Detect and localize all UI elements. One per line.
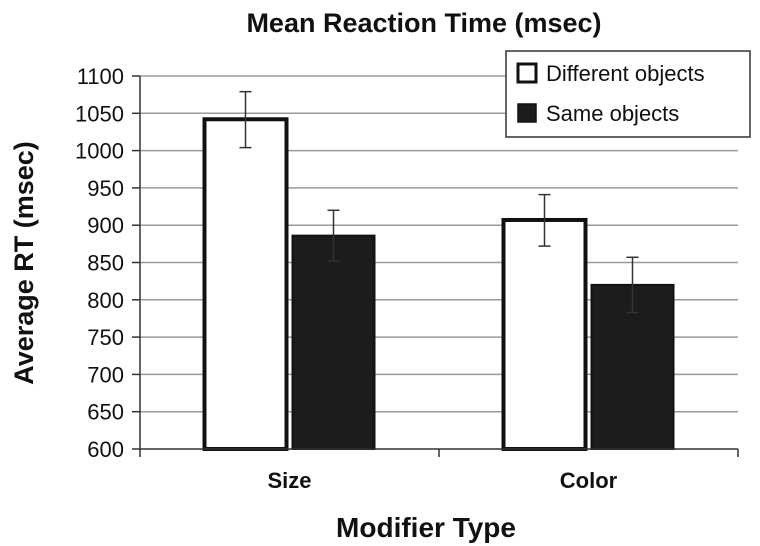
x-axis-label: Modifier Type	[336, 512, 516, 543]
y-tick-label: 1000	[75, 139, 124, 164]
y-tick-label: 600	[87, 437, 124, 462]
bar-same-objects-size	[291, 234, 376, 450]
y-tick-label: 850	[87, 251, 124, 276]
y-tick-label: 800	[87, 288, 124, 313]
y-tick-label: 950	[87, 176, 124, 201]
x-tick-label: Size	[267, 468, 311, 493]
bar-different-objects-color	[501, 217, 588, 451]
bar-different-objects-size	[202, 117, 289, 451]
legend: Different objects Same objects	[505, 50, 751, 138]
error-bars	[239, 90, 639, 314]
y-tick-label: 650	[87, 400, 124, 425]
legend-box	[505, 50, 751, 138]
y-tick-label: 900	[87, 213, 124, 238]
bars	[202, 117, 675, 451]
legend-label: Different objects	[546, 61, 705, 86]
y-axis-label: Average RT (msec)	[9, 141, 39, 385]
y-axis-ticks: 600 650 700 750 800 850 900 950 1000 1050 1100	[75, 64, 140, 462]
y-tick-label: 750	[87, 325, 124, 350]
x-axis-ticks: Size Color	[139, 449, 739, 493]
chart-title: Mean Reaction Time (msec)	[246, 8, 601, 38]
x-tick-label: Color	[560, 468, 618, 493]
legend-label: Same objects	[546, 101, 679, 126]
bar-same-objects-color	[590, 283, 675, 450]
y-tick-label: 1050	[75, 101, 124, 126]
legend-swatch-different-objects	[516, 62, 538, 84]
y-tick-label: 1100	[77, 64, 124, 89]
y-tick-label: 700	[87, 362, 124, 387]
legend-swatch-same-objects	[517, 103, 537, 123]
